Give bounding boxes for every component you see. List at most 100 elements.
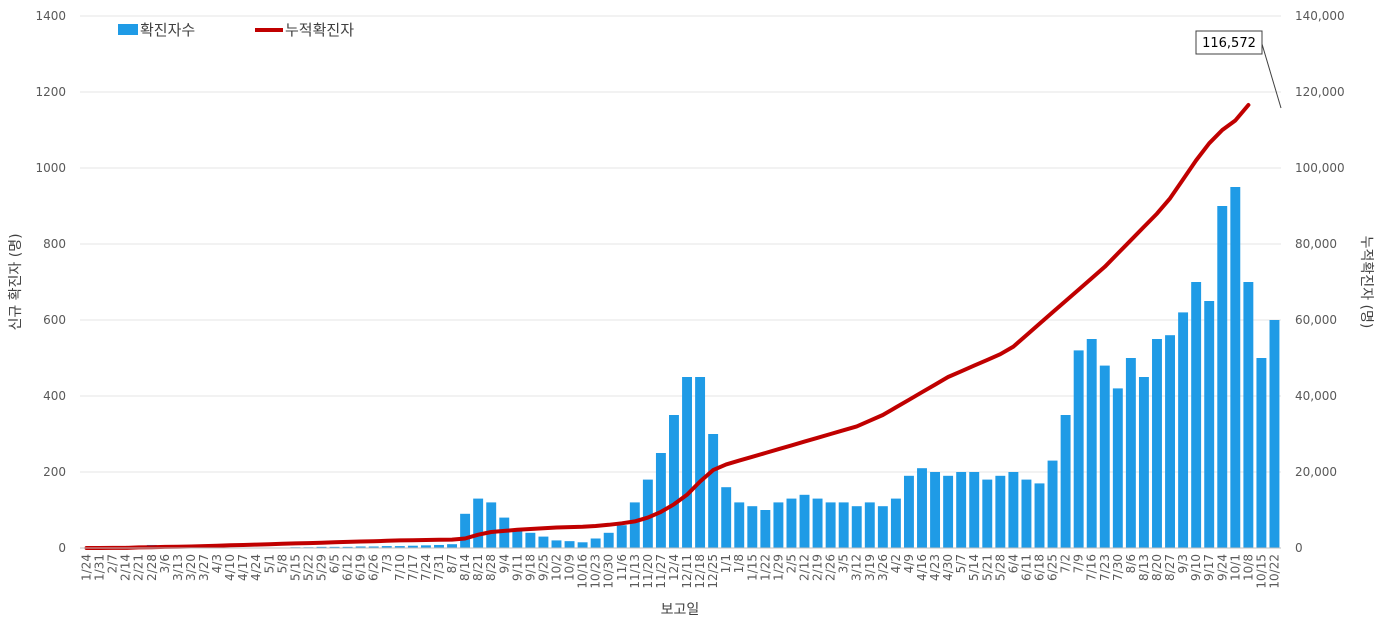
bar (1204, 301, 1215, 548)
x-tick-label: 10/22 (1267, 554, 1281, 589)
callout-label: 116,572 (1202, 36, 1256, 51)
x-tick-label: 5/21 (980, 554, 994, 581)
x-tick-label: 6/18 (1032, 554, 1046, 581)
bar (525, 532, 536, 548)
x-tick-label: 2/19 (811, 554, 825, 581)
gridlines (80, 15, 1281, 473)
x-tick-label: 5/14 (967, 554, 981, 581)
x-tick-label: 3/12 (850, 554, 864, 581)
x-tick-label: 7/10 (393, 554, 407, 581)
bar (616, 525, 627, 548)
x-tick-label: 5/7 (954, 554, 968, 573)
x-tick-label: 3/5 (837, 554, 851, 573)
bar (682, 377, 692, 548)
x-tick-label: 1/22 (758, 554, 772, 581)
x-tick-label: 5/28 (993, 554, 1007, 581)
x-tick-label: 11/6 (615, 554, 629, 581)
bar (786, 498, 797, 548)
y2-tick-label: 140,000 (1295, 9, 1345, 23)
x-tick-label: 9/3 (1176, 554, 1190, 573)
x-tick-label: 11/20 (641, 554, 655, 589)
y2-tick-label: 100,000 (1295, 161, 1345, 175)
bar (1047, 460, 1058, 548)
x-tick-label: 3/6 (158, 554, 172, 573)
x-tick-label: 2/14 (119, 554, 133, 581)
bar (956, 472, 967, 548)
bar (564, 541, 575, 548)
x-tick-label: 11/13 (628, 554, 642, 589)
x-tick-label: 8/27 (1163, 554, 1177, 581)
x-tick-label: 10/8 (1241, 554, 1255, 581)
y2-axis-title: 누적확진자 (명) (1358, 236, 1374, 329)
x-tick-label: 4/24 (249, 554, 263, 581)
x-tick-label: 2/5 (784, 554, 798, 573)
bar (995, 475, 1006, 548)
bar (917, 468, 927, 548)
bar (877, 506, 888, 548)
bar (773, 502, 784, 548)
bar (316, 546, 327, 548)
legend: 확진자수 누적확진자 (118, 21, 354, 39)
y-tick-label: 200 (43, 465, 66, 479)
bar (669, 415, 679, 548)
x-tick-label: 4/2 (889, 554, 903, 573)
bar (1099, 365, 1110, 548)
bar (903, 475, 914, 548)
x-tick-label: 10/23 (589, 554, 603, 589)
bar (486, 502, 497, 548)
x-tick-label: 4/17 (236, 554, 250, 581)
bar (969, 472, 980, 548)
x-tick-label: 9/24 (1215, 554, 1229, 581)
bar (838, 502, 849, 548)
bar (329, 546, 340, 548)
y-axis-ticks: 0 200 400 600 800 1000 1200 1400 (35, 9, 66, 555)
x-tick-label: 7/16 (1085, 554, 1099, 581)
x-tick-label: 5/15 (288, 554, 302, 581)
x-tick-label: 4/30 (941, 554, 955, 581)
x-tick-label: 10/30 (602, 554, 616, 589)
x-tick-label: 6/26 (367, 554, 381, 581)
x-tick-label: 8/7 (445, 554, 459, 573)
bar (890, 498, 901, 548)
x-tick-label: 8/13 (1137, 554, 1151, 581)
x-tick-label: 6/12 (341, 554, 355, 581)
legend-bar-label: 확진자수 (140, 21, 195, 39)
x-tick-label: 9/25 (536, 554, 550, 581)
x-tick-label: 10/9 (563, 554, 577, 581)
bar-series (107, 187, 1280, 548)
bar (760, 510, 771, 548)
bar (460, 513, 471, 548)
x-tick-label: 1/1 (719, 554, 733, 573)
bar (551, 540, 562, 548)
x-tick-label: 7/31 (432, 554, 446, 581)
bar (368, 546, 379, 548)
cumulative-line (84, 103, 1251, 550)
y-axis-title: 신규 확진자 (명) (8, 233, 24, 330)
bar (434, 544, 444, 548)
x-tick-label: 12/11 (680, 554, 694, 589)
bar (1021, 479, 1032, 548)
bar (1269, 320, 1280, 548)
x-tick-label: 8/20 (1150, 554, 1164, 581)
x-tick-label: 2/7 (106, 554, 120, 573)
x-tick-label: 6/19 (354, 554, 368, 581)
bar (1125, 358, 1136, 548)
x-tick-label: 4/16 (915, 554, 929, 581)
x-tick-label: 7/3 (380, 554, 394, 573)
y2-tick-label: 40,000 (1295, 389, 1337, 403)
bar (1165, 335, 1175, 548)
x-tick-label: 4/23 (928, 554, 942, 581)
x-tick-label: 12/4 (667, 554, 681, 581)
bar (812, 498, 823, 548)
legend-bar-swatch (118, 24, 138, 35)
bar (394, 546, 405, 548)
x-tick-label: 2/26 (824, 554, 838, 581)
x-tick-label: 11/27 (654, 554, 668, 589)
bar (1060, 415, 1071, 548)
bar (1256, 358, 1267, 548)
y-tick-label: 1000 (35, 161, 66, 175)
x-tick-label: 4/3 (210, 554, 224, 573)
bar (747, 506, 758, 548)
bar (342, 546, 353, 548)
